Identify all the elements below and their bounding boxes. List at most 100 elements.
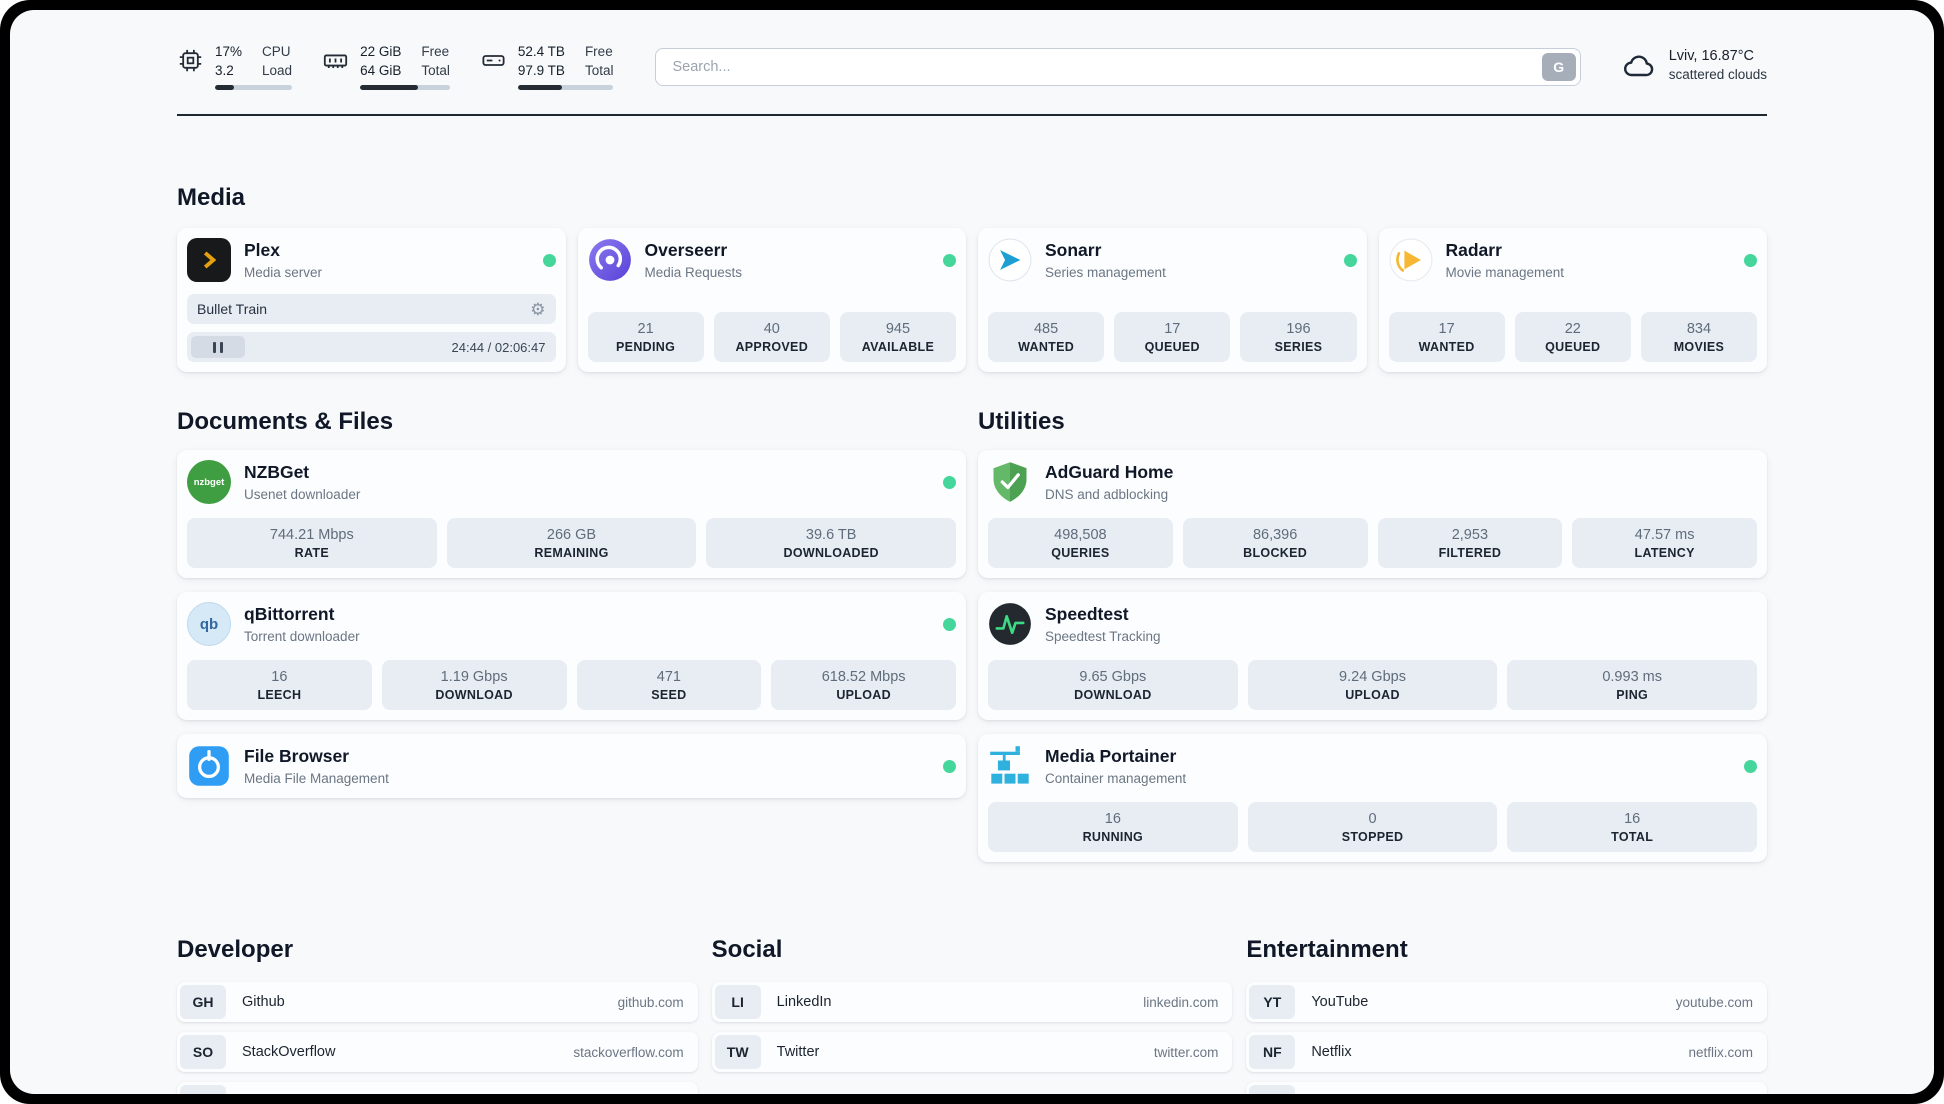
bookmark-github[interactable]: GH Github github.com <box>177 982 698 1023</box>
stat-label: LEECH <box>257 687 302 702</box>
media-section-title: Media <box>177 184 246 212</box>
nzbget-card[interactable]: nzbget NZBGet Usenet downloader 744.21 M… <box>177 450 966 579</box>
qbittorrent-icon: qb <box>187 602 231 647</box>
stat-running: 16 RUNNING <box>988 802 1238 853</box>
plex-card[interactable]: Plex Media server Bullet Train ⚙ 24:44 /… <box>177 228 566 373</box>
bookmark-name: Twitter <box>776 1044 820 1061</box>
bookmark-netflix[interactable]: NF Netflix netflix.com <box>1246 1032 1767 1073</box>
stat-value: 1.19 Gbps <box>440 668 508 685</box>
bookmark-reddit[interactable]: RE Reddit reddit.com <box>1246 1082 1767 1094</box>
bookmark-youtube[interactable]: YT YouTube youtube.com <box>1246 982 1767 1023</box>
ram-progress-fill <box>360 85 418 91</box>
app-name: qBittorrent <box>244 604 335 625</box>
ram-label-1: Free <box>421 44 450 59</box>
stat-queries: 498,508 QUERIES <box>988 518 1173 569</box>
app-name: AdGuard Home <box>1045 462 1174 483</box>
search-engine-button[interactable]: G <box>1541 53 1576 81</box>
bookmark-linkedin[interactable]: LI LinkedIn linkedin.com <box>711 982 1233 1023</box>
stat-label: QUEUED <box>1545 339 1601 354</box>
stat-value: 39.6 TB <box>805 526 857 543</box>
hard-drive-icon <box>480 47 507 74</box>
stat-pending: 21 PENDING <box>587 312 704 363</box>
stat-value: 22 <box>1564 320 1581 337</box>
disk-values: 52.4 TB 97.9 TB <box>518 44 565 78</box>
bookmark-abbr: RE <box>1249 1085 1296 1094</box>
stat-leech: 16 LEECH <box>187 660 372 711</box>
disk-monitor: 52.4 TB 97.9 TB Free Total <box>480 44 614 91</box>
settings-gear-icon[interactable]: ⚙ <box>530 299 546 319</box>
stat-value: 17 <box>1164 320 1181 337</box>
bookmark-name: Netflix <box>1311 1044 1352 1061</box>
app-name: Radarr <box>1445 240 1502 261</box>
bookmark-name: LinkedIn <box>776 994 832 1011</box>
playback-time: 24:44 / 02:06:47 <box>451 339 546 355</box>
stat-label: MOVIES <box>1673 339 1725 354</box>
overseerr-card[interactable]: Overseerr Media Requests 21 PENDING 40 A… <box>577 228 966 373</box>
app-name: Speedtest <box>1045 604 1129 625</box>
developer-bookmarks: Developer GH Github github.com SO StackO… <box>177 936 698 1094</box>
playback-bar[interactable]: 24:44 / 02:06:47 <box>187 332 556 363</box>
bookmark-name: StackOverflow <box>242 1044 336 1061</box>
speedtest-icon <box>988 602 1032 646</box>
overseerr-icon <box>588 238 632 282</box>
stat-label: WANTED <box>1418 339 1475 354</box>
stat-label: DOWNLOADED <box>783 545 879 560</box>
ram-total: 64 GiB <box>360 62 402 78</box>
portainer-card[interactable]: Media Portainer Container management 16 … <box>978 734 1767 863</box>
stat-queued: 17 QUEUED <box>1114 312 1231 363</box>
app-subtitle: Usenet downloader <box>244 487 361 503</box>
cpu-progress-track <box>215 85 293 91</box>
stat-upload: 9.24 Gbps UPLOAD <box>1247 660 1498 711</box>
bookmark-url: twitter.com <box>1153 1044 1219 1060</box>
stat-value: 498,508 <box>1054 526 1107 543</box>
stat-label: APPROVED <box>735 339 809 354</box>
filebrowser-card[interactable]: File Browser Media File Management <box>177 734 966 799</box>
stat-value: 196 <box>1286 320 1311 337</box>
status-dot <box>1343 253 1357 267</box>
bookmark-stackoverflow[interactable]: SO StackOverflow stackoverflow.com <box>177 1032 698 1073</box>
pause-button[interactable] <box>191 336 245 359</box>
stat-wanted: 485 WANTED <box>988 312 1105 363</box>
speedtest-card[interactable]: Speedtest Speedtest Tracking 9.65 Gbps D… <box>978 592 1767 721</box>
adguard-card[interactable]: AdGuard Home DNS and adblocking 498,508 … <box>978 450 1767 579</box>
topbar: 17% 3.2 CPU Load <box>177 10 1767 91</box>
stat-latency: 47.57 ms LATENCY <box>1572 518 1757 569</box>
stat-value: 47.57 ms <box>1634 526 1695 543</box>
entertainment-bookmarks: Entertainment YT YouTube youtube.com NF … <box>1246 936 1767 1094</box>
stat-value: 744.21 Mbps <box>269 526 354 543</box>
bookmark-abbr: LI <box>714 985 761 1020</box>
dashboard-page: 17% 3.2 CPU Load <box>10 10 1934 1094</box>
stat-value: 40 <box>763 320 780 337</box>
bookmark-twitter[interactable]: TW Twitter twitter.com <box>711 1032 1233 1073</box>
qbittorrent-card[interactable]: qb qBittorrent Torrent downloader 16 LEE… <box>177 592 966 721</box>
stat-remaining: 266 GB REMAINING <box>446 518 697 569</box>
stat-value: 9.65 Gbps <box>1079 668 1147 685</box>
portainer-icon <box>988 744 1032 788</box>
app-subtitle: Series management <box>1045 265 1166 281</box>
ram-values: 22 GiB 64 GiB <box>360 44 401 78</box>
stat-value: 21 <box>637 320 654 337</box>
ram-progress-track <box>360 85 450 91</box>
qbittorrent-icon-text: qb <box>199 615 219 633</box>
stat-download: 1.19 Gbps DOWNLOAD <box>381 660 567 711</box>
status-dot <box>1744 759 1757 773</box>
filebrowser-icon <box>187 744 231 788</box>
stat-value: 834 <box>1686 320 1712 337</box>
stat-stopped: 0 STOPPED <box>1247 802 1498 853</box>
nzbget-icon: nzbget <box>187 460 231 505</box>
stat-total: 16 TOTAL <box>1507 802 1758 853</box>
stat-blocked: 86,396 BLOCKED <box>1182 518 1368 569</box>
weather-condition: scattered clouds <box>1668 67 1767 82</box>
bookmark-dev[interactable]: DT DEV dev.to <box>177 1082 698 1094</box>
sonarr-card[interactable]: Sonarr Series management 485 WANTED 17 Q… <box>978 228 1367 373</box>
ram-icon <box>322 47 349 74</box>
stat-label: FILTERED <box>1438 545 1502 560</box>
stat-value: 0 <box>1368 810 1377 827</box>
radarr-card[interactable]: Radarr Movie management 17 WANTED 22 QUE… <box>1378 228 1767 373</box>
search-input[interactable] <box>655 48 1581 86</box>
stat-label: TOTAL <box>1611 829 1654 844</box>
stat-label: SERIES <box>1274 339 1323 354</box>
app-name: Sonarr <box>1045 240 1102 261</box>
documents-section: Documents & Files nzbget NZBGet Usenet d… <box>177 408 966 876</box>
